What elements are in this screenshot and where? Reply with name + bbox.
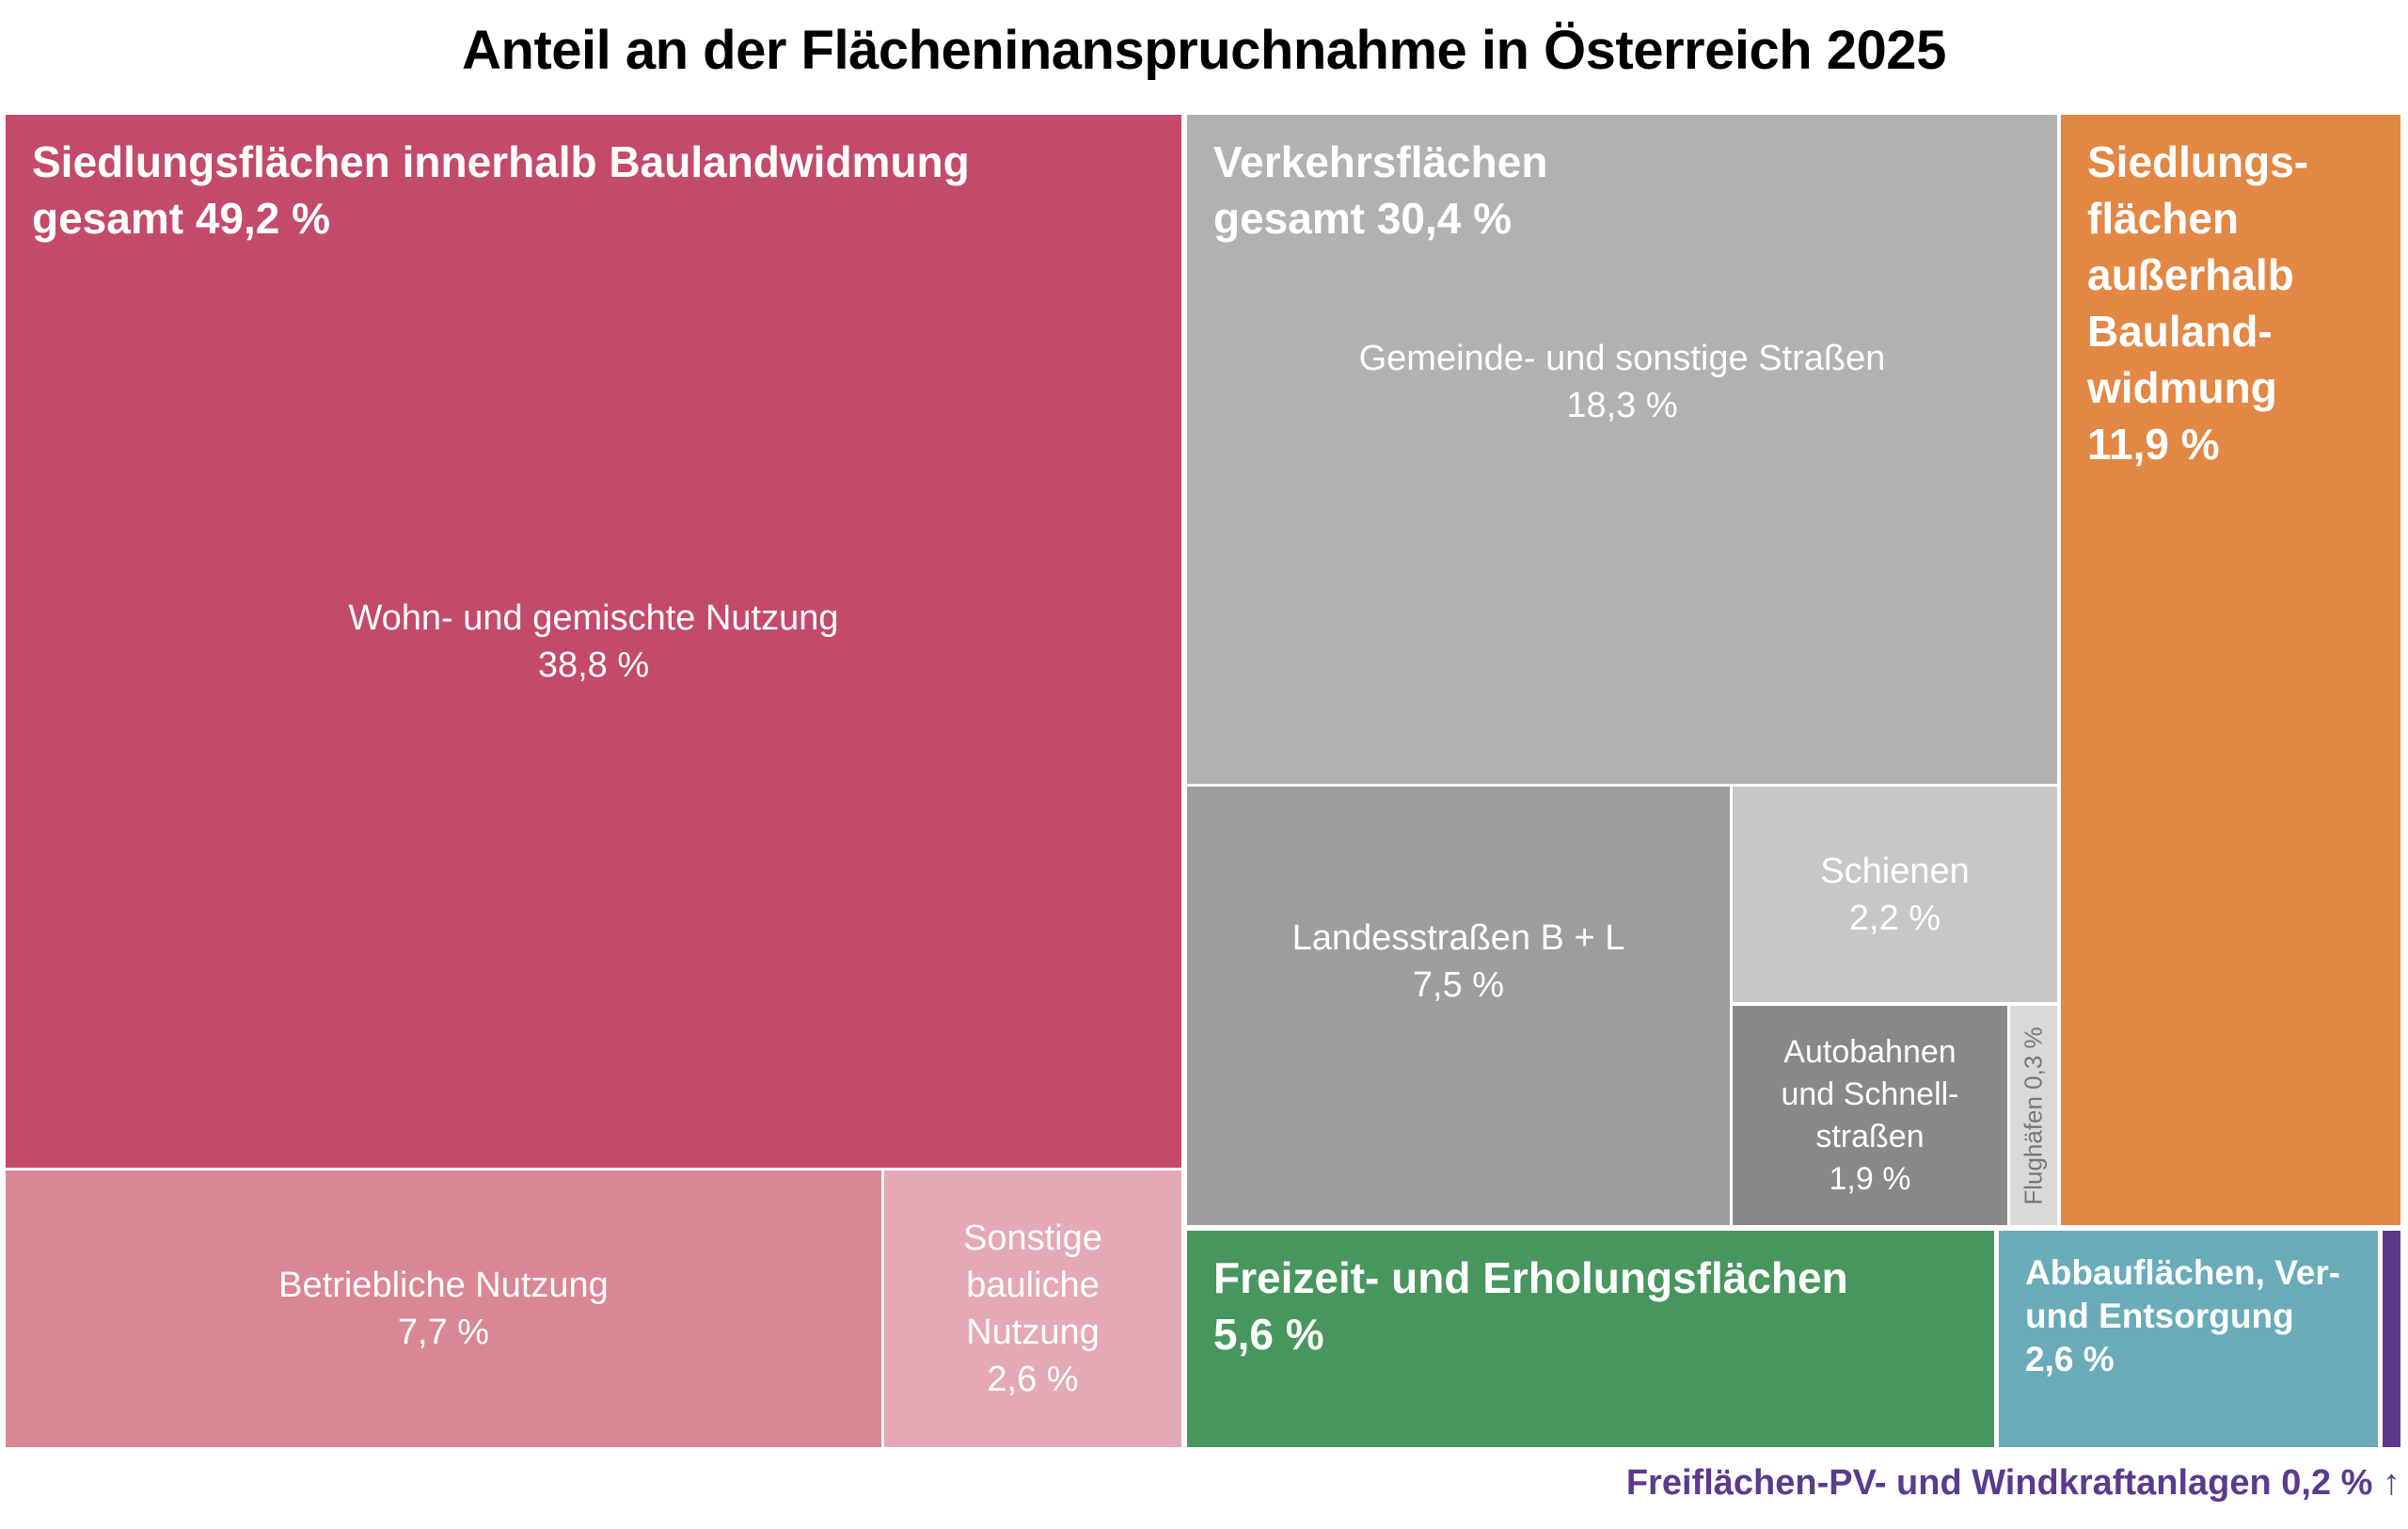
group-label-abbau: Abbauflächen, Ver- und Entsorgung 2,6 % bbox=[2025, 1253, 2341, 1378]
tile-freizeit: Freizeit- und Erholungsflächen 5,6 % bbox=[1187, 1231, 1994, 1447]
label-wohn: Wohn- und gemischte Nutzung 38,8 % bbox=[348, 597, 839, 685]
tile-pv-wind bbox=[2383, 1231, 2400, 1447]
label-autobahn: Autobahnen und Schnell-straßen 1,9 % bbox=[1781, 1033, 1959, 1197]
tile-landes: Landesstraßen B + L 7,5 % bbox=[1187, 787, 1730, 1225]
tile-schienen: Schienen 2,2 % bbox=[1733, 787, 2057, 1002]
tile-wohn: Wohn- und gemischte Nutzung 38,8 % bbox=[6, 115, 1181, 1168]
tile-gemeinde: Verkehrsflächen gesamt 30,4 % Gemeinde- u… bbox=[1187, 115, 2057, 784]
tile-flughaefen: Flughäfen 0,3 % bbox=[2010, 1006, 2057, 1225]
group-label-siedlung-ausserhalb: Siedlungs-flächen außerhalb Bauland-widm… bbox=[2087, 137, 2309, 469]
label-betrieblich: Betriebliche Nutzung 7,7 % bbox=[278, 1266, 609, 1352]
label-landes: Landesstraßen B + L 7,5 % bbox=[1291, 918, 1625, 1006]
tile-sonstige: Sonstige bauliche Nutzung 2,6 % bbox=[884, 1171, 1181, 1447]
label-pv-wind: Freiflächen-PV- und Windkraftanlagen 0,2… bbox=[1625, 1463, 2400, 1503]
group-label-siedlung-innerhalb: Siedlungsflächen innerhalb Baulandwidmun… bbox=[32, 137, 970, 243]
label-sonstige: Sonstige bauliche Nutzung 2,6 % bbox=[963, 1218, 1102, 1399]
label-gemeinde: Gemeinde- und sonstige Straßen 18,3 % bbox=[1358, 339, 1886, 426]
tile-siedlung-ausserhalb: Siedlungs-flächen außerhalb Bauland-widm… bbox=[2061, 115, 2400, 1225]
tile-betrieblich: Betriebliche Nutzung 7,7 % bbox=[6, 1171, 881, 1447]
chart-title: Anteil an der Flächeninanspruchnahme in … bbox=[462, 20, 1946, 81]
group-label-freizeit: Freizeit- und Erholungsflächen 5,6 % bbox=[1213, 1253, 1848, 1359]
tile-autobahn: Autobahnen und Schnell-straßen 1,9 % bbox=[1733, 1006, 2007, 1225]
tile-abbau: Abbauflächen, Ver- und Entsorgung 2,6 % bbox=[1999, 1231, 2378, 1447]
group-label-verkehr: Verkehrsflächen gesamt 30,4 % bbox=[1213, 137, 1548, 243]
label-schienen: Schienen 2,2 % bbox=[1820, 851, 1970, 938]
label-flughaefen: Flughäfen 0,3 % bbox=[2019, 1026, 2048, 1205]
